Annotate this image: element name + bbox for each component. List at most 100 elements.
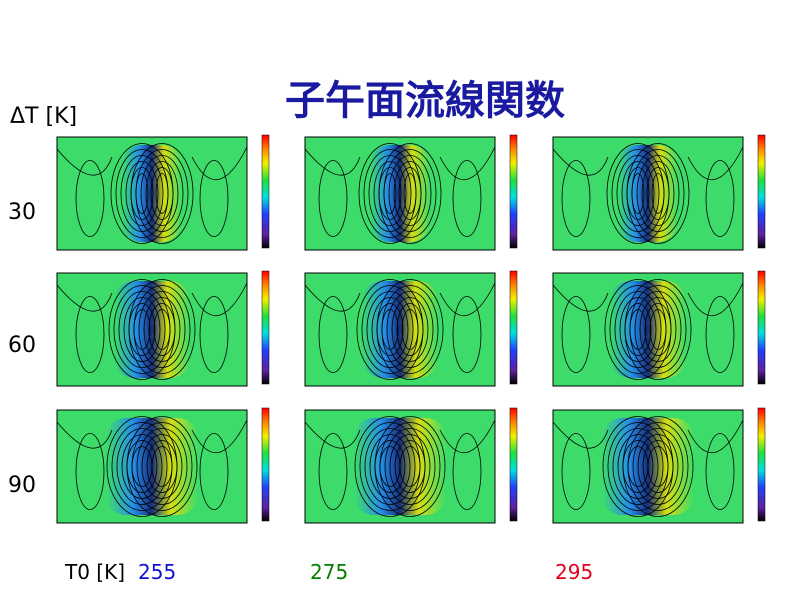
contour xyxy=(619,297,657,362)
contour xyxy=(369,434,411,499)
contour xyxy=(110,143,174,244)
contour xyxy=(318,296,348,373)
contour xyxy=(126,416,198,517)
contour xyxy=(113,285,171,374)
contour xyxy=(318,160,348,237)
contour xyxy=(386,291,434,368)
contour xyxy=(199,296,229,373)
colorbar xyxy=(509,134,518,249)
contour xyxy=(637,434,679,499)
contour xyxy=(138,291,186,368)
contour xyxy=(376,279,444,380)
contour xyxy=(131,422,193,511)
contour xyxy=(378,143,442,244)
contour xyxy=(125,161,159,226)
row-label: 60 xyxy=(8,333,36,358)
contour xyxy=(391,297,429,362)
contour xyxy=(56,419,248,454)
contour xyxy=(452,296,482,373)
t0-label: T0 [K] xyxy=(65,560,126,584)
colorbar xyxy=(261,134,270,249)
contour xyxy=(108,279,176,380)
contour xyxy=(379,422,441,511)
contour xyxy=(111,422,173,511)
contour xyxy=(75,296,105,373)
contour xyxy=(364,428,416,505)
contour xyxy=(115,149,169,238)
contour xyxy=(602,416,674,517)
contour xyxy=(561,296,591,373)
contour xyxy=(452,160,482,237)
contour xyxy=(561,433,591,510)
contour xyxy=(136,428,188,505)
colorbar xyxy=(261,407,270,522)
contour xyxy=(552,146,744,181)
contour xyxy=(626,143,690,244)
contour xyxy=(552,282,744,317)
contour xyxy=(121,434,163,499)
contour xyxy=(622,416,694,517)
contour xyxy=(629,285,687,374)
contour xyxy=(552,419,744,454)
contour xyxy=(609,285,667,374)
colorbar xyxy=(261,270,270,385)
dt-label: ΔT [K] xyxy=(10,104,78,129)
contour xyxy=(56,282,248,317)
contour xyxy=(130,143,194,244)
contour xyxy=(354,416,426,517)
contour xyxy=(75,160,105,237)
contour xyxy=(56,146,248,181)
contour xyxy=(358,143,422,244)
contour xyxy=(145,161,179,226)
column-label: 255 xyxy=(138,560,177,584)
contour xyxy=(631,149,685,238)
contour xyxy=(116,428,168,505)
contour xyxy=(133,285,191,374)
column-label: 295 xyxy=(555,560,594,584)
contour xyxy=(199,160,229,237)
contour xyxy=(356,279,424,380)
contour xyxy=(452,433,482,510)
contour xyxy=(705,296,735,373)
contour xyxy=(363,149,417,238)
contour xyxy=(304,282,496,317)
contour xyxy=(617,434,659,499)
colorbar xyxy=(757,407,766,522)
contour xyxy=(106,416,178,517)
contour xyxy=(614,291,662,368)
contour xyxy=(632,428,684,505)
colorbar xyxy=(509,407,518,522)
contour xyxy=(366,291,414,368)
contour xyxy=(624,279,692,380)
contour xyxy=(611,149,665,238)
contour xyxy=(705,433,735,510)
contour xyxy=(639,297,677,362)
contour xyxy=(606,143,670,244)
contour xyxy=(123,297,161,362)
contour xyxy=(604,279,672,380)
contour xyxy=(621,161,655,226)
contour xyxy=(143,297,181,362)
contour xyxy=(128,279,196,380)
contour xyxy=(361,285,419,374)
title: 子午面流線関数 xyxy=(285,78,565,124)
contour xyxy=(75,433,105,510)
contour xyxy=(627,422,689,511)
contour xyxy=(318,433,348,510)
contour xyxy=(641,161,675,226)
core xyxy=(370,145,430,242)
contour xyxy=(634,291,682,368)
colorbar xyxy=(757,134,766,249)
colorbar xyxy=(509,270,518,385)
contour xyxy=(389,434,431,499)
contour xyxy=(705,160,735,237)
contour xyxy=(135,149,189,238)
contour xyxy=(141,434,183,499)
row-label: 30 xyxy=(8,200,36,225)
row-label: 90 xyxy=(8,473,36,498)
contour xyxy=(607,422,669,511)
core xyxy=(122,145,182,242)
contour xyxy=(612,428,664,505)
